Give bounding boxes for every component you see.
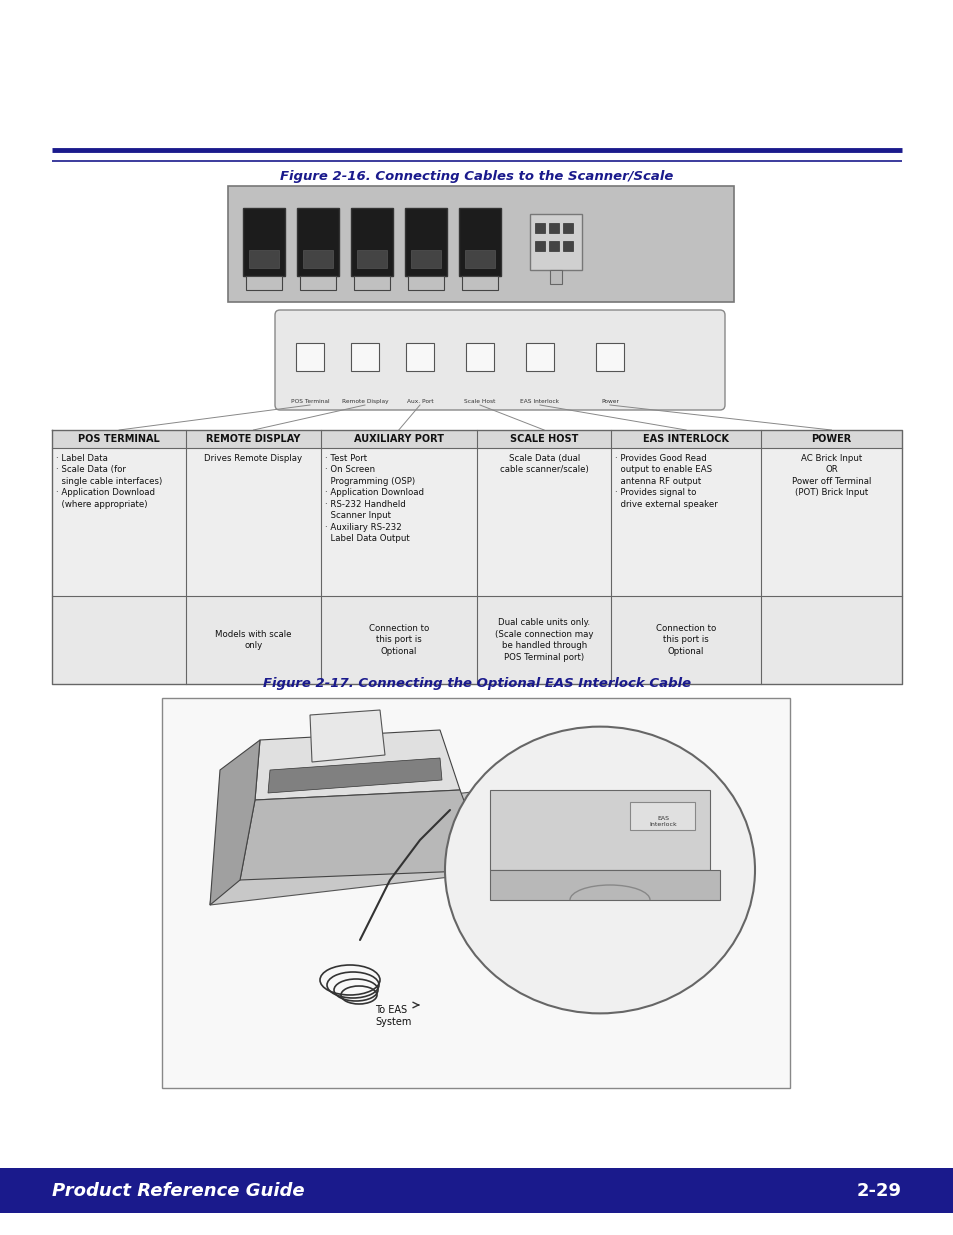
Bar <box>548 224 558 233</box>
Text: POS Terminal: POS Terminal <box>291 399 329 404</box>
Text: System: System <box>375 1016 411 1028</box>
Polygon shape <box>254 730 459 800</box>
Text: Product Reference Guide: Product Reference Guide <box>52 1182 304 1199</box>
Bar <box>296 207 338 275</box>
Text: Dual cable units only.
(Scale connection may
be handled through
POS Terminal por: Dual cable units only. (Scale connection… <box>495 619 593 662</box>
Bar <box>596 343 623 370</box>
Bar <box>535 224 544 233</box>
Text: AC Brick Input
OR
Power off Terminal
(POT) Brick Input: AC Brick Input OR Power off Terminal (PO… <box>791 454 870 498</box>
Bar <box>162 698 789 1088</box>
Bar <box>228 186 733 303</box>
Bar <box>562 241 573 251</box>
Bar <box>351 343 378 370</box>
Text: POWER: POWER <box>810 433 851 445</box>
Bar <box>356 249 387 268</box>
Text: Remote Display: Remote Display <box>341 399 388 404</box>
Text: Connection to
this port is
Optional: Connection to this port is Optional <box>368 624 429 656</box>
Text: To EAS: To EAS <box>375 1005 407 1015</box>
Polygon shape <box>490 790 709 869</box>
Bar <box>0 1168 953 1213</box>
Bar <box>405 207 447 275</box>
Text: POS TERMINAL: POS TERMINAL <box>78 433 160 445</box>
Bar <box>354 275 390 290</box>
Text: EAS
Interlock: EAS Interlock <box>648 816 677 826</box>
Bar <box>299 275 335 290</box>
Text: Connection to
this port is
Optional: Connection to this port is Optional <box>656 624 716 656</box>
Bar <box>530 214 581 270</box>
Polygon shape <box>210 790 510 905</box>
Text: · Label Data
· Scale Data (for
  single cable interfaces)
· Application Download: · Label Data · Scale Data (for single ca… <box>56 454 162 509</box>
Bar <box>550 270 561 284</box>
Bar <box>629 802 695 830</box>
Bar <box>52 430 901 448</box>
Bar <box>548 241 558 251</box>
Text: 2-29: 2-29 <box>856 1182 901 1199</box>
Text: AUXILIARY PORT: AUXILIARY PORT <box>354 433 443 445</box>
Text: Figure 2-17. Connecting the Optional EAS Interlock Cable: Figure 2-17. Connecting the Optional EAS… <box>263 677 690 690</box>
Bar <box>295 343 324 370</box>
Polygon shape <box>268 758 441 793</box>
Text: Scale Host: Scale Host <box>464 399 496 404</box>
Bar <box>464 249 495 268</box>
Bar <box>535 241 544 251</box>
FancyBboxPatch shape <box>274 310 724 410</box>
Text: EAS INTERLOCK: EAS INTERLOCK <box>642 433 728 445</box>
Bar <box>461 275 497 290</box>
Polygon shape <box>310 710 385 762</box>
Bar <box>303 249 333 268</box>
Bar <box>411 249 440 268</box>
Bar <box>246 275 282 290</box>
Bar <box>243 207 285 275</box>
Text: Scale Data (dual
cable scanner/scale): Scale Data (dual cable scanner/scale) <box>499 454 588 474</box>
Text: Figure 2-16. Connecting Cables to the Scanner/Scale: Figure 2-16. Connecting Cables to the Sc… <box>280 170 673 183</box>
Text: EAS Interlock: EAS Interlock <box>520 399 558 404</box>
Bar <box>458 207 500 275</box>
Text: REMOTE DISPLAY: REMOTE DISPLAY <box>206 433 300 445</box>
Text: Power: Power <box>600 399 618 404</box>
Bar <box>52 597 901 684</box>
Bar <box>351 207 393 275</box>
Bar <box>406 343 434 370</box>
Text: · Test Port
· On Screen
  Programming (OSP)
· Application Download
· RS-232 Hand: · Test Port · On Screen Programming (OSP… <box>324 454 423 543</box>
Polygon shape <box>210 740 260 905</box>
Text: SCALE HOST: SCALE HOST <box>510 433 578 445</box>
Ellipse shape <box>444 726 754 1014</box>
Bar <box>525 343 554 370</box>
Bar <box>465 343 494 370</box>
Text: Aux. Port: Aux. Port <box>406 399 433 404</box>
Bar <box>408 275 443 290</box>
Bar <box>562 224 573 233</box>
Text: · Provides Good Read
  output to enable EAS
  antenna RF output
· Provides signa: · Provides Good Read output to enable EA… <box>615 454 718 509</box>
Bar <box>52 448 901 597</box>
Text: Models with scale
only: Models with scale only <box>215 630 292 650</box>
Polygon shape <box>240 790 490 881</box>
Text: Drives Remote Display: Drives Remote Display <box>204 454 302 463</box>
Bar <box>249 249 278 268</box>
Polygon shape <box>490 869 720 900</box>
